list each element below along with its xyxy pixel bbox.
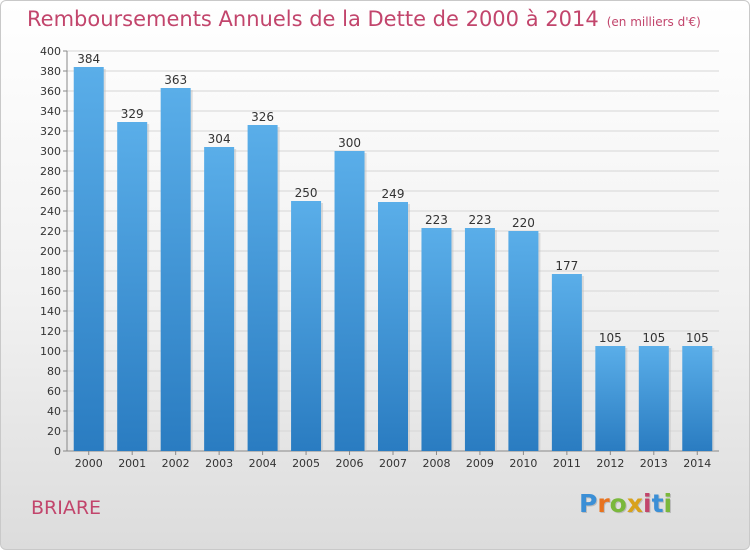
x-tick-label: 2001 xyxy=(118,457,146,470)
x-tick-label: 2002 xyxy=(162,457,190,470)
bar xyxy=(378,202,408,451)
x-tick-label: 2007 xyxy=(379,457,407,470)
chart-title: Remboursements Annuels de la Dette de 20… xyxy=(27,7,599,31)
y-tick-label: 360 xyxy=(40,85,61,98)
y-tick-label: 20 xyxy=(47,425,61,438)
bar xyxy=(638,346,669,451)
y-tick-label: 40 xyxy=(47,405,61,418)
bar xyxy=(508,231,539,451)
bar xyxy=(421,228,452,451)
city-name: BRIARE xyxy=(31,497,102,519)
y-tick-label: 200 xyxy=(40,245,61,258)
data-label: 384 xyxy=(77,52,100,66)
data-label: 329 xyxy=(121,107,144,121)
y-tick-label: 120 xyxy=(40,325,61,338)
y-tick-label: 140 xyxy=(40,305,61,318)
x-tick-label: 2000 xyxy=(75,457,103,470)
chart-title-line: Remboursements Annuels de la Dette de 20… xyxy=(27,7,701,31)
logo-letter: i xyxy=(663,489,673,518)
y-tick-label: 340 xyxy=(40,105,61,118)
y-tick-label: 220 xyxy=(40,225,61,238)
logo-letter: o xyxy=(609,489,627,518)
x-tick-labels: 2000 2001 2002 2003 2004 2005 2006 2007 2008 2009… xyxy=(75,457,712,470)
y-tick-label: 80 xyxy=(47,365,61,378)
x-tick-label: 2012 xyxy=(596,457,624,470)
bar xyxy=(464,228,495,451)
data-label: 300 xyxy=(338,136,361,150)
x-tick-label: 2011 xyxy=(553,457,581,470)
logo-letter: t xyxy=(651,489,664,518)
data-label: 223 xyxy=(425,213,448,227)
proxiti-logo: Proxiti xyxy=(579,489,672,518)
bar xyxy=(291,201,322,451)
data-label: 105 xyxy=(686,331,709,345)
bar xyxy=(682,346,713,451)
y-tick-label: 280 xyxy=(40,165,61,178)
x-tick-label: 2009 xyxy=(466,457,494,470)
data-label: 177 xyxy=(555,259,578,273)
bar xyxy=(595,346,626,451)
bar xyxy=(73,67,104,451)
chart-subtitle: (en milliers d'€) xyxy=(606,15,701,29)
bar xyxy=(334,151,365,451)
y-tick-label: 400 xyxy=(40,45,61,58)
data-label: 363 xyxy=(164,73,187,87)
data-label: 105 xyxy=(642,331,665,345)
y-tick-label: 240 xyxy=(40,205,61,218)
y-tick-label: 260 xyxy=(40,185,61,198)
y-tick-labels: 0 20 40 60 80 100 120 140 160 180 200 220 240 260 280 3… xyxy=(40,45,61,458)
data-label: 220 xyxy=(512,216,535,230)
data-label: 223 xyxy=(468,213,491,227)
x-tick-label: 2014 xyxy=(683,457,711,470)
y-tick-label: 100 xyxy=(40,345,61,358)
bar xyxy=(247,125,278,451)
x-tick-label: 2004 xyxy=(249,457,277,470)
data-labels: 384 329 363 304 326 250 300 249 223 223 220 177 105 1… xyxy=(77,52,708,345)
y-tick-label: 300 xyxy=(40,145,61,158)
data-label: 326 xyxy=(251,110,274,124)
data-label: 304 xyxy=(208,132,231,146)
x-tick-label: 2003 xyxy=(205,457,233,470)
x-tick-label: 2005 xyxy=(292,457,320,470)
bar xyxy=(117,122,148,451)
logo-letter: r xyxy=(597,489,610,518)
x-tick-label: 2013 xyxy=(640,457,668,470)
x-tick-label: 2006 xyxy=(336,457,364,470)
data-label: 105 xyxy=(599,331,622,345)
y-tick-label: 0 xyxy=(54,445,61,458)
bar xyxy=(160,88,191,451)
y-tick-label: 60 xyxy=(47,385,61,398)
data-label: 250 xyxy=(295,186,318,200)
x-tick-label: 2010 xyxy=(509,457,537,470)
bar xyxy=(551,274,582,451)
x-tick-label: 2008 xyxy=(422,457,450,470)
bar xyxy=(204,147,235,451)
logo-letter: P xyxy=(579,489,598,518)
logo-letter: i xyxy=(643,489,652,518)
y-tick-label: 160 xyxy=(40,285,61,298)
y-tick-label: 180 xyxy=(40,265,61,278)
y-tick-label: 320 xyxy=(40,125,61,138)
y-tick-label: 380 xyxy=(40,65,61,78)
bars xyxy=(73,67,715,451)
logo-letter: x xyxy=(626,489,643,518)
data-label: 249 xyxy=(382,187,405,201)
